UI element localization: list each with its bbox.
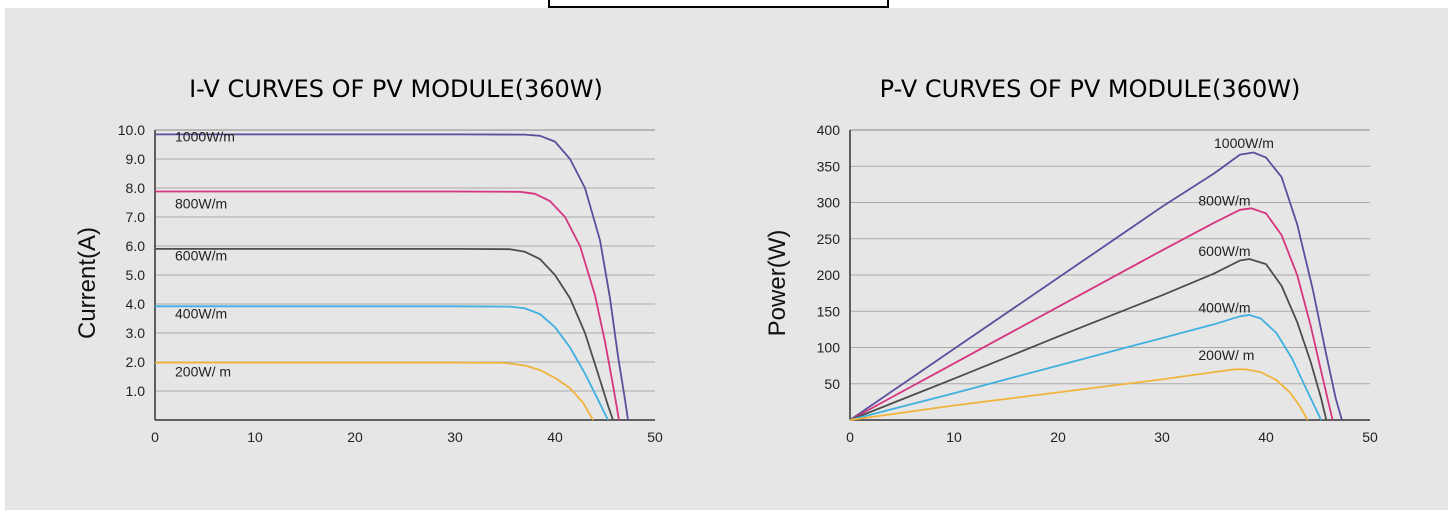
iv-chart: I-V CURVES OF PV MODULE(360W) Current(A)… — [74, 75, 663, 445]
pv-y-tick-label: 350 — [817, 158, 841, 174]
pv-y-tick-label: 400 — [817, 122, 841, 138]
pv-series-line — [849, 258, 1328, 421]
iv-x-tick-label: 30 — [447, 429, 463, 445]
pv-x-tick-label: 0 — [846, 429, 854, 445]
iv-x-tick-label: 10 — [247, 429, 263, 445]
iv-y-tick-label: 1.0 — [126, 383, 146, 399]
iv-x-tick-label: 20 — [347, 429, 363, 445]
iv-series-line — [155, 361, 594, 421]
pv-x-tick-label: 10 — [946, 429, 962, 445]
iv-series-line — [155, 305, 609, 421]
pv-series-label: 600W/m — [1198, 243, 1250, 259]
iv-y-axis-label: Current(A) — [74, 227, 101, 339]
iv-y-tick-label: 6.0 — [126, 238, 146, 254]
iv-series-label: 600W/m — [175, 248, 227, 264]
iv-y-tick-label: 3.0 — [126, 325, 146, 341]
pv-y-axis-label: Power(W) — [764, 230, 791, 337]
pv-y-tick-label: 200 — [817, 267, 841, 283]
iv-y-tick-label: 5.0 — [126, 267, 146, 283]
pv-y-tick-label: 300 — [817, 195, 841, 211]
iv-series-line — [155, 190, 620, 421]
pv-series-line — [849, 368, 1309, 421]
chart-panel — [5, 8, 1448, 510]
pv-y-tick-label: 250 — [817, 231, 841, 247]
iv-x-tick-label: 40 — [547, 429, 563, 445]
iv-x-tick-label: 0 — [151, 429, 159, 445]
iv-y-tick-label: 7.0 — [126, 209, 146, 225]
pv-series-line — [849, 207, 1334, 421]
iv-series-line — [155, 248, 614, 421]
iv-y-tick-label: 8.0 — [126, 180, 146, 196]
iv-y-tick-label: 9.0 — [126, 151, 146, 167]
pv-y-tick-label: 150 — [817, 303, 841, 319]
iv-y-tick-label: 10.0 — [118, 122, 145, 138]
iv-series-label: 400W/m — [175, 306, 227, 322]
iv-series-label: 1000W/m — [175, 129, 235, 145]
iv-chart-title: I-V CURVES OF PV MODULE(360W) — [189, 75, 603, 103]
iv-series-line — [155, 133, 629, 421]
pv-chart: P-V CURVES OF PV MODULE(360W) Power(W) 5… — [764, 75, 1378, 445]
iv-series-label: 800W/m — [175, 195, 227, 211]
pv-y-tick-label: 50 — [824, 376, 840, 392]
pv-x-tick-label: 40 — [1258, 429, 1274, 445]
pv-series-label: 200W/ m — [1198, 347, 1254, 363]
pv-series-label: 1000W/m — [1214, 135, 1274, 151]
pv-series-line — [849, 151, 1343, 421]
top-bar — [548, 0, 889, 8]
pv-series-label: 400W/m — [1198, 300, 1250, 316]
iv-x-tick-label: 50 — [647, 429, 663, 445]
pv-chart-title: P-V CURVES OF PV MODULE(360W) — [880, 75, 1301, 103]
pv-y-tick-label: 100 — [817, 340, 841, 356]
iv-y-tick-label: 2.0 — [126, 354, 146, 370]
pv-series-line — [849, 314, 1322, 421]
iv-series-label: 200W/ m — [175, 364, 231, 380]
pv-x-tick-label: 50 — [1362, 429, 1378, 445]
pv-x-tick-label: 30 — [1154, 429, 1170, 445]
pv-x-tick-label: 20 — [1050, 429, 1066, 445]
pv-series-label: 800W/m — [1198, 192, 1250, 208]
iv-y-tick-label: 4.0 — [126, 296, 146, 312]
